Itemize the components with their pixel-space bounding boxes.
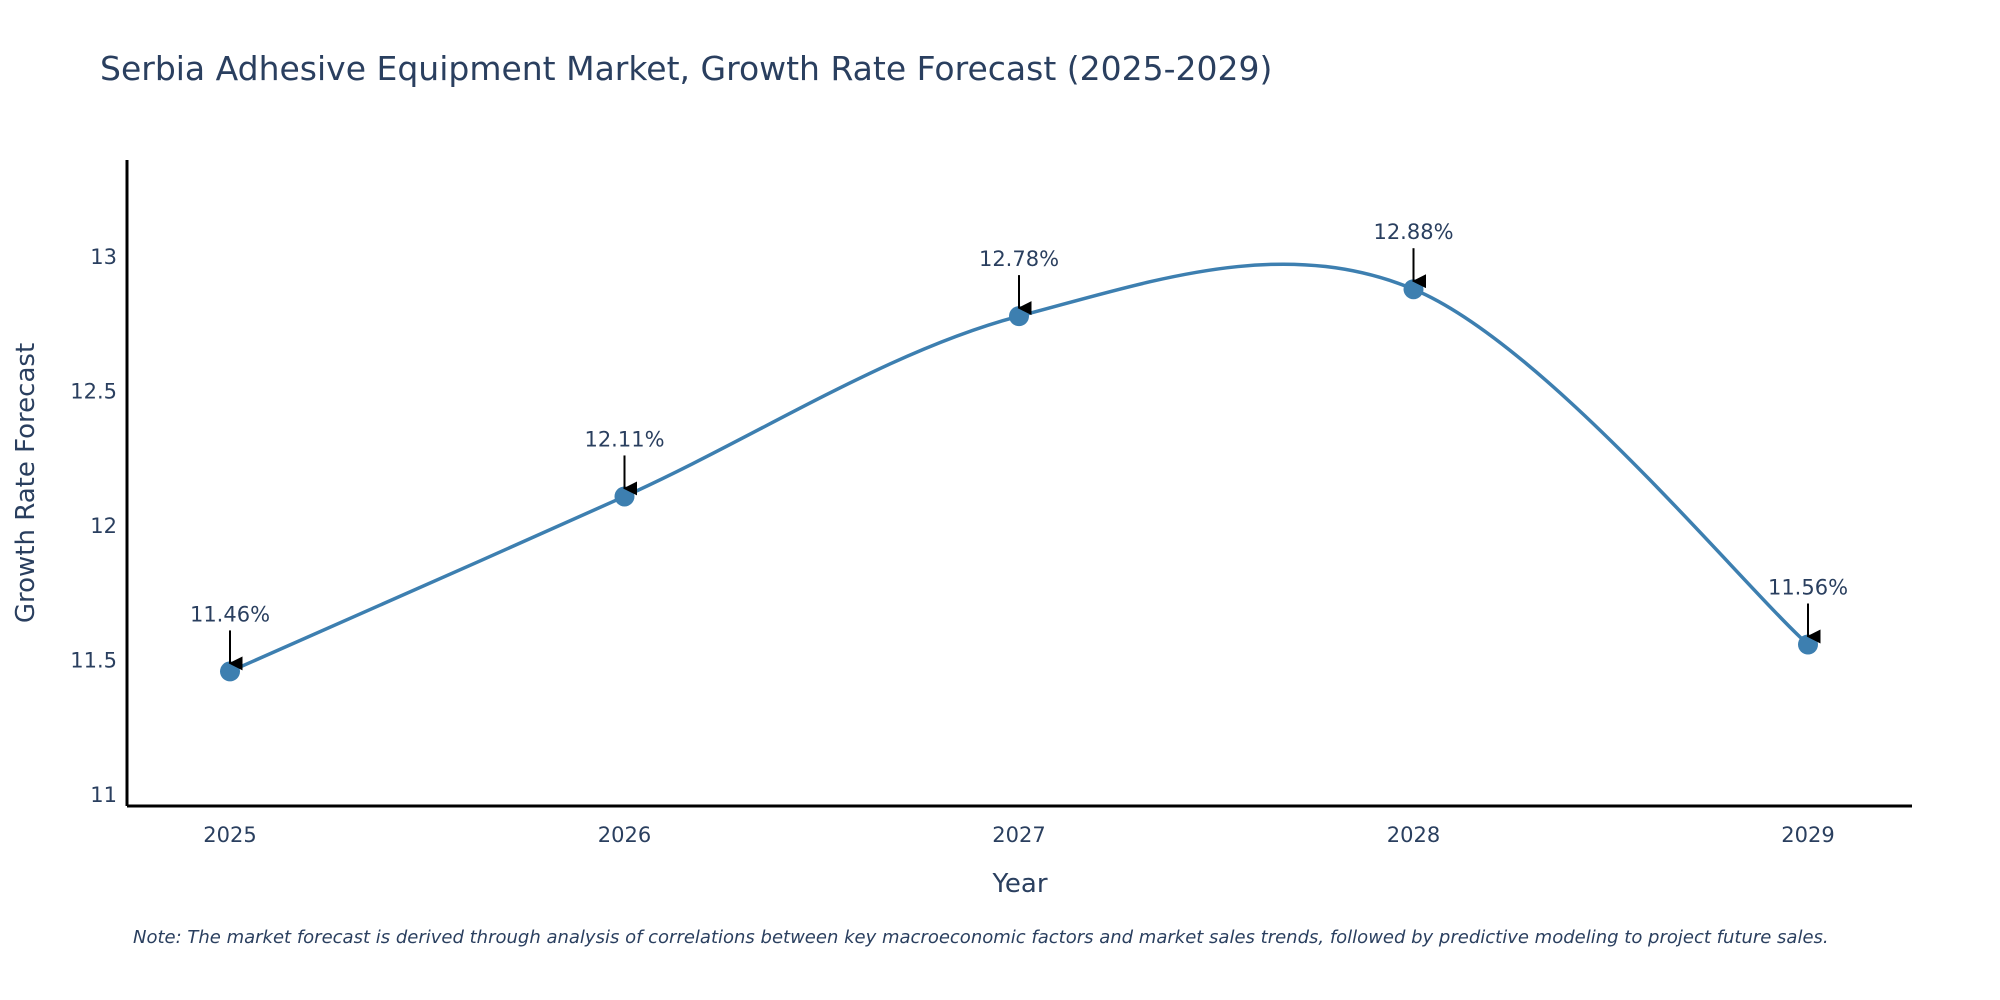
point-value-label: 11.46% (190, 602, 270, 626)
data-point (220, 661, 240, 682)
x-axis-ticks: 2025 2026 2027 2028 2029 (203, 823, 1834, 847)
y-axis-title: Growth Rate Forecast (11, 343, 41, 623)
point-value-label: 11.56% (1768, 576, 1848, 600)
data-point (1403, 279, 1424, 300)
data-point (1009, 306, 1029, 327)
y-tick-label: 13 (90, 245, 117, 269)
point-value-label: 12.88% (1373, 220, 1453, 244)
footnote: Note: The market forecast is derived thr… (133, 927, 1829, 948)
x-tick-label: 2029 (1781, 823, 1834, 847)
x-tick-label: 2025 (203, 823, 256, 847)
y-tick-label: 12 (90, 514, 117, 538)
x-tick-label: 2028 (1387, 823, 1440, 847)
data-point (614, 486, 635, 507)
x-tick-label: 2027 (992, 823, 1045, 847)
data-points (220, 279, 1818, 682)
point-annotations: 11.46% 12.11% 12.78% 12.88% 11.56% (190, 220, 1848, 671)
x-axis-title: Year (991, 869, 1047, 899)
x-tick-label: 2026 (598, 823, 651, 847)
y-tick-label: 12.5 (70, 379, 117, 403)
point-value-label: 12.11% (584, 427, 664, 451)
y-axis-ticks: 11 11.5 12 12.5 13 (70, 245, 117, 807)
y-tick-label: 11.5 (70, 649, 117, 673)
data-point (1798, 634, 1818, 655)
chart-title: Serbia Adhesive Equipment Market, Growth… (100, 49, 1272, 88)
y-tick-label: 11 (90, 783, 117, 807)
point-value-label: 12.78% (979, 247, 1059, 271)
